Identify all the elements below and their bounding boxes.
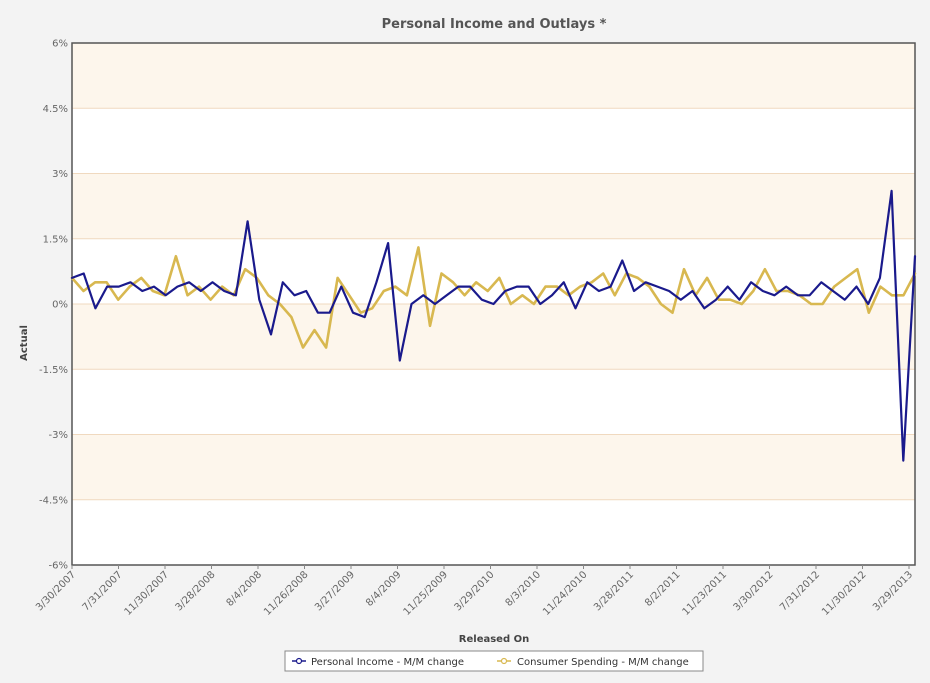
y-tick-label: 0% [52,300,68,311]
y-tick-label: -4.5% [39,495,68,506]
legend-label-personal-income[interactable]: Personal Income - M/M change [311,657,464,668]
y-axis-title: Actual [19,325,30,361]
chart-title: Personal Income and Outlays * [382,17,607,32]
plot-band [72,108,915,174]
legend: Personal Income - M/M change Consumer Sp… [284,650,704,672]
y-tick-label: -1.5% [39,365,68,376]
y-tick-label: 3% [52,169,68,180]
legend-marker-personal-income [295,657,303,665]
plot-band [72,43,915,109]
y-tick-label: -3% [49,430,68,441]
y-axis-ticks: 6% 4.5% 3% 1.5% 0% -1.5% -3% -4.5% -6% [39,39,68,572]
legend-marker-consumer-spending [500,657,508,665]
plot-band [72,304,915,370]
series-group [70,189,917,462]
y-tick-label: 4.5% [43,104,68,115]
plot-bands [72,43,915,565]
series-line-consumer-spending [70,246,917,349]
plot-band [72,434,915,500]
legend-label-consumer-spending[interactable]: Consumer Spending - M/M change [517,657,689,668]
y-tick-label: -6% [49,561,68,572]
plot-band [72,173,915,239]
plot-border [71,42,916,566]
x-axis-title: Released On [459,634,529,645]
plot-band [72,369,915,435]
plot-band [72,499,915,565]
series-line-personal-income [70,189,917,462]
y-tick-label: 6% [52,39,68,50]
y-tick-label: 1.5% [43,234,68,245]
plot-band [72,238,915,304]
legend-box [284,650,704,672]
